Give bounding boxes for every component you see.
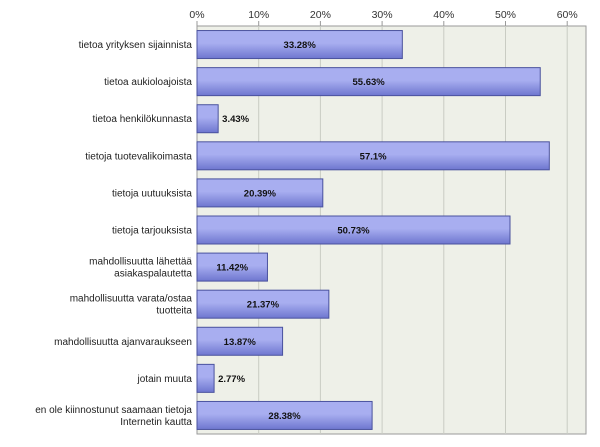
data-label: 13.87% xyxy=(224,337,257,348)
data-label: 3.43% xyxy=(222,114,249,125)
data-label: 2.77% xyxy=(218,374,245,385)
x-tick-label: 10% xyxy=(248,9,269,21)
bar xyxy=(196,363,215,393)
data-label: 50.73% xyxy=(337,226,370,237)
bar xyxy=(196,67,541,97)
x-axis-ticks: 0% 10% 20% 30% 40% 50% 60% xyxy=(189,9,578,26)
x-tick-label: 60% xyxy=(557,9,578,21)
x-tick-label: 0% xyxy=(189,9,204,21)
data-label: 57.1% xyxy=(360,151,387,162)
category-label: tietoa aukioloajoista xyxy=(104,77,192,88)
bar xyxy=(196,30,403,60)
bar xyxy=(196,141,550,171)
x-tick-label: 50% xyxy=(495,9,516,21)
x-tick-label: 20% xyxy=(310,9,331,21)
category-label: mahdollisuutta ajanvaraukseen xyxy=(54,337,192,348)
bar xyxy=(196,178,324,208)
x-tick-label: 40% xyxy=(433,9,454,21)
bar xyxy=(196,215,511,245)
bars xyxy=(196,30,550,430)
data-label: 33.28% xyxy=(284,40,317,51)
category-label: tietoja uutuuksista xyxy=(112,188,192,199)
category-label: en ole kiinnostunut saamaan tietoja Inter… xyxy=(35,405,192,428)
category-labels: tietoa yrityksen sijainnista tietoa aukio… xyxy=(35,40,192,428)
category-label: tietoa yrityksen sijainnista xyxy=(79,40,193,51)
data-labels: 33.28% 55.63% 3.43% 57.1% 20.39% 50.73% 11.42%… xyxy=(216,40,387,422)
data-label: 21.37% xyxy=(247,300,280,311)
category-label: mahdollisuutta lähettää asiakaspalautetta xyxy=(89,257,192,280)
data-label: 55.63% xyxy=(353,77,386,88)
category-label: mahdollisuutta varata/ostaa tuotteita xyxy=(70,294,193,317)
category-label: tietoja tarjouksista xyxy=(112,226,192,237)
category-label: tietoja tuotevalikoimasta xyxy=(85,151,192,162)
x-tick-label: 30% xyxy=(372,9,393,21)
category-label: tietoa henkilökunnasta xyxy=(92,114,192,125)
bar xyxy=(196,252,268,282)
data-label: 20.39% xyxy=(244,188,277,199)
bar xyxy=(196,289,330,319)
category-label: jotain muuta xyxy=(137,374,193,385)
data-label: 28.38% xyxy=(268,411,301,422)
bar xyxy=(196,326,284,356)
bar xyxy=(196,104,219,134)
bar xyxy=(196,400,373,430)
data-label: 11.42% xyxy=(216,263,248,274)
